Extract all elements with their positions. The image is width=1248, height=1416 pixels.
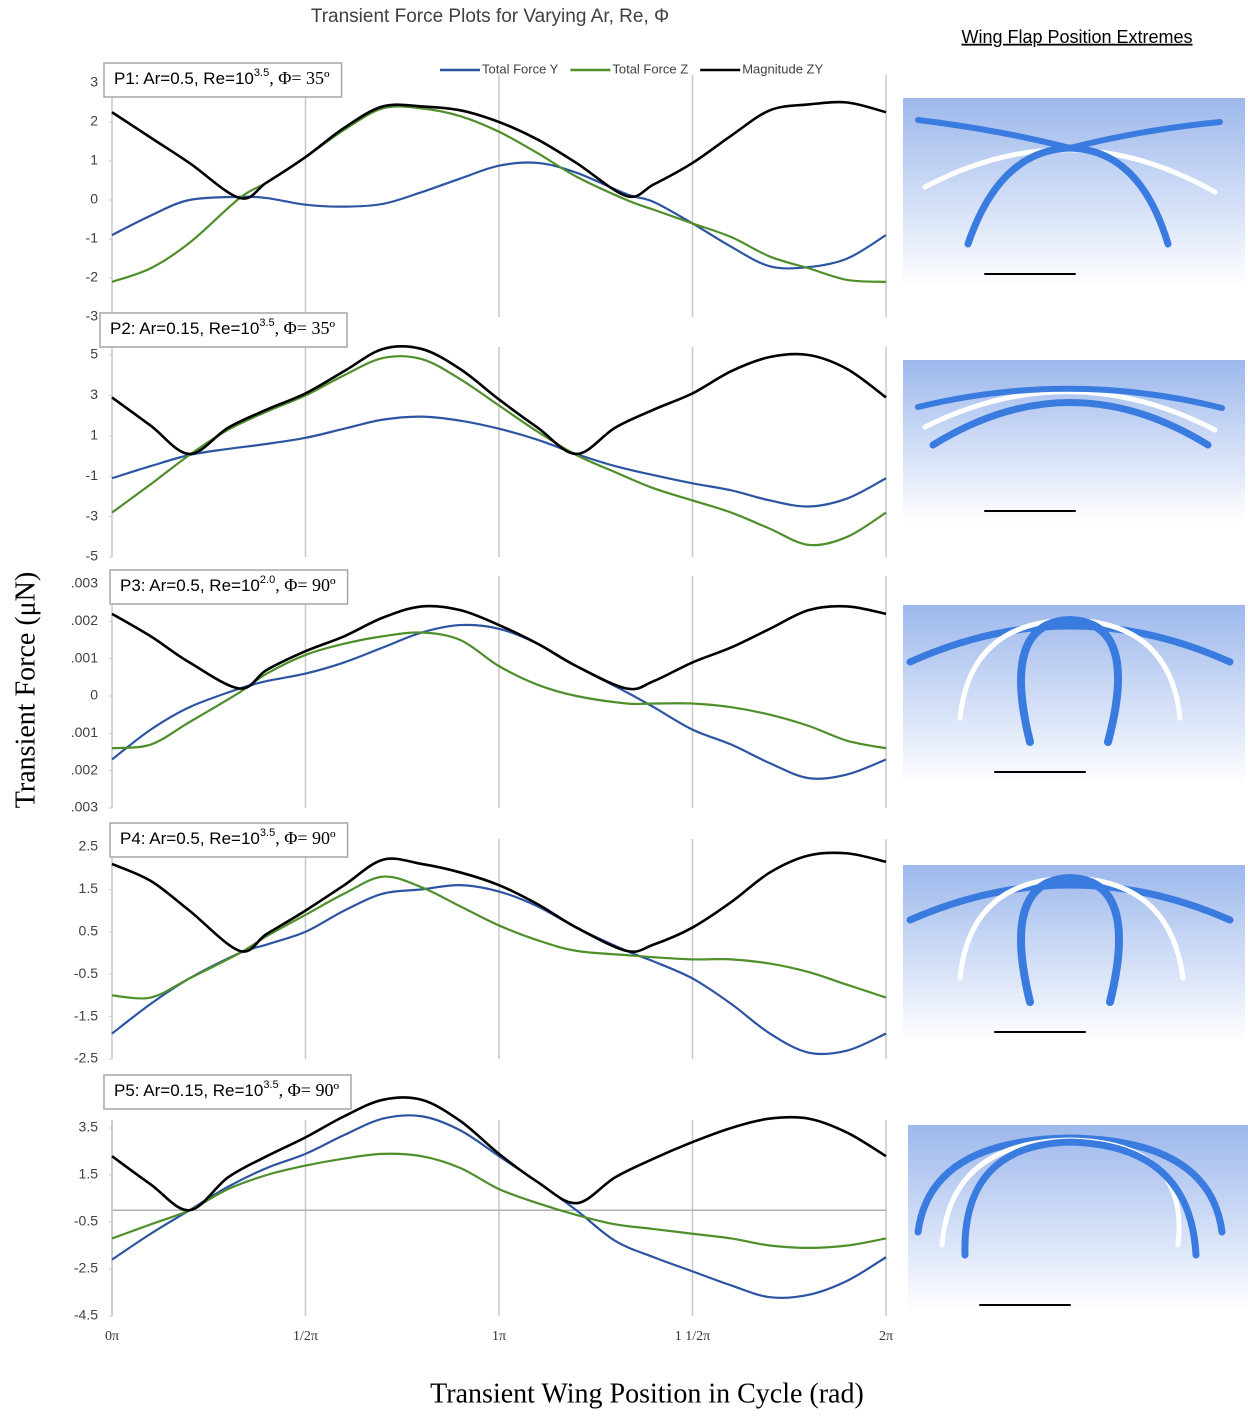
- y-tick-label: 3: [90, 74, 98, 90]
- y-tick-label: -1.5: [74, 1007, 98, 1023]
- x-axis-label: Transient Wing Position in Cycle (rad): [430, 1378, 864, 1409]
- panel-label-main: P4: Ar=0.5, Re=10: [120, 829, 260, 848]
- panel-label-exponent: 3.5: [260, 827, 275, 839]
- panel-label-text: P3: Ar=0.5, Re=102.0, Φ= 90º: [120, 574, 336, 596]
- panel-label-main: P1: Ar=0.5, Re=10: [114, 69, 254, 88]
- wing-image-3: [903, 605, 1245, 785]
- panel-label-suffix: , Φ= 90º: [275, 575, 336, 595]
- y-tick-label: .001: [71, 724, 98, 740]
- y-tick-label: 1: [90, 152, 98, 168]
- x-tick-label: 2π: [879, 1329, 893, 1344]
- panel-label: P3: Ar=0.5, Re=102.0, Φ= 90º: [110, 570, 348, 604]
- panel-label-text: P4: Ar=0.5, Re=103.5, Φ= 90º: [120, 827, 336, 849]
- y-tick-label: 0: [90, 687, 98, 703]
- y-tick-label: 0.5: [79, 923, 99, 939]
- y-tick-label: .003: [71, 575, 98, 591]
- panel-label-exponent: 3.5: [254, 67, 269, 79]
- y-tick-label: 0: [90, 191, 98, 207]
- y-tick-label: 1.5: [79, 1166, 99, 1182]
- legend-label: Total Force Y: [482, 61, 559, 76]
- y-tick-label: -3: [86, 308, 99, 324]
- x-tick-label: 1 1/2π: [675, 1329, 710, 1344]
- y-tick-label: 3.5: [79, 1119, 99, 1135]
- y-tick-label: 2.5: [79, 838, 99, 854]
- panel-label-main: P2: Ar=0.15, Re=10: [110, 319, 259, 338]
- y-tick-label: 3: [90, 386, 98, 402]
- y-tick-label: -1: [86, 467, 99, 483]
- panel-label: P4: Ar=0.5, Re=103.5, Φ= 90º: [110, 823, 348, 857]
- y-tick-label: -4.5: [74, 1307, 98, 1323]
- y-tick-label: 5: [90, 346, 98, 362]
- wing-image-2: [903, 360, 1245, 523]
- y-tick-label: -2.5: [74, 1260, 98, 1276]
- figure: Transient Force Plots for Varying Ar, Re…: [0, 0, 1248, 1416]
- y-tick-label: -3: [86, 507, 99, 523]
- panel-label: P1: Ar=0.5, Re=103.5, Φ= 35º: [104, 63, 342, 97]
- side-panel-title: Wing Flap Position Extremes: [961, 27, 1192, 47]
- y-tick-label: .002: [71, 761, 98, 777]
- panel-label-text: P5: Ar=0.15, Re=103.5, Φ= 90º: [114, 1079, 339, 1101]
- y-tick-label: .003: [71, 799, 98, 815]
- panel-label-text: P2: Ar=0.15, Re=103.5, Φ= 35º: [110, 317, 335, 339]
- legend-label: Magnitude ZY: [742, 61, 823, 76]
- panel-label: P2: Ar=0.15, Re=103.5, Φ= 35º: [100, 313, 347, 347]
- y-tick-label: -1: [86, 230, 99, 246]
- y-tick-label: 1.5: [79, 880, 99, 896]
- figure-title: Transient Force Plots for Varying Ar, Re…: [311, 6, 669, 27]
- y-tick-label: 1: [90, 427, 98, 443]
- y-axis-label: Transient Force (μN): [10, 572, 41, 808]
- x-tick-label: 1/2π: [293, 1329, 318, 1344]
- x-tick-label: 1π: [492, 1329, 506, 1344]
- panel-label-suffix: , Φ= 35º: [269, 68, 330, 88]
- panel-label-main: P3: Ar=0.5, Re=10: [120, 576, 260, 595]
- legend-label: Total Force Z: [612, 61, 688, 76]
- wing-image-4: [903, 865, 1245, 1042]
- y-tick-label: -0.5: [74, 1213, 98, 1229]
- panel-label-text: P1: Ar=0.5, Re=103.5, Φ= 35º: [114, 67, 330, 89]
- y-tick-label: -2: [86, 269, 99, 285]
- wing-image-5: [908, 1125, 1248, 1313]
- panel-label-exponent: 2.0: [260, 574, 275, 586]
- panel-label: P5: Ar=0.15, Re=103.5, Φ= 90º: [104, 1075, 351, 1109]
- panel-label-suffix: , Φ= 35º: [275, 318, 336, 338]
- panel-label-exponent: 3.5: [263, 1079, 278, 1091]
- y-tick-label: .002: [71, 612, 98, 628]
- x-tick-label: 0π: [105, 1329, 119, 1344]
- panel-label-suffix: , Φ= 90º: [279, 1080, 340, 1100]
- panel-label-main: P5: Ar=0.15, Re=10: [114, 1081, 263, 1100]
- y-tick-label: 2: [90, 113, 98, 129]
- y-tick-label: -2.5: [74, 1050, 98, 1066]
- wing-image-1: [903, 98, 1245, 288]
- y-tick-label: -5: [86, 548, 99, 564]
- y-tick-label: -0.5: [74, 965, 98, 981]
- panel-label-exponent: 3.5: [259, 317, 274, 329]
- panel-label-suffix: , Φ= 90º: [275, 828, 336, 848]
- y-tick-label: .001: [71, 649, 98, 665]
